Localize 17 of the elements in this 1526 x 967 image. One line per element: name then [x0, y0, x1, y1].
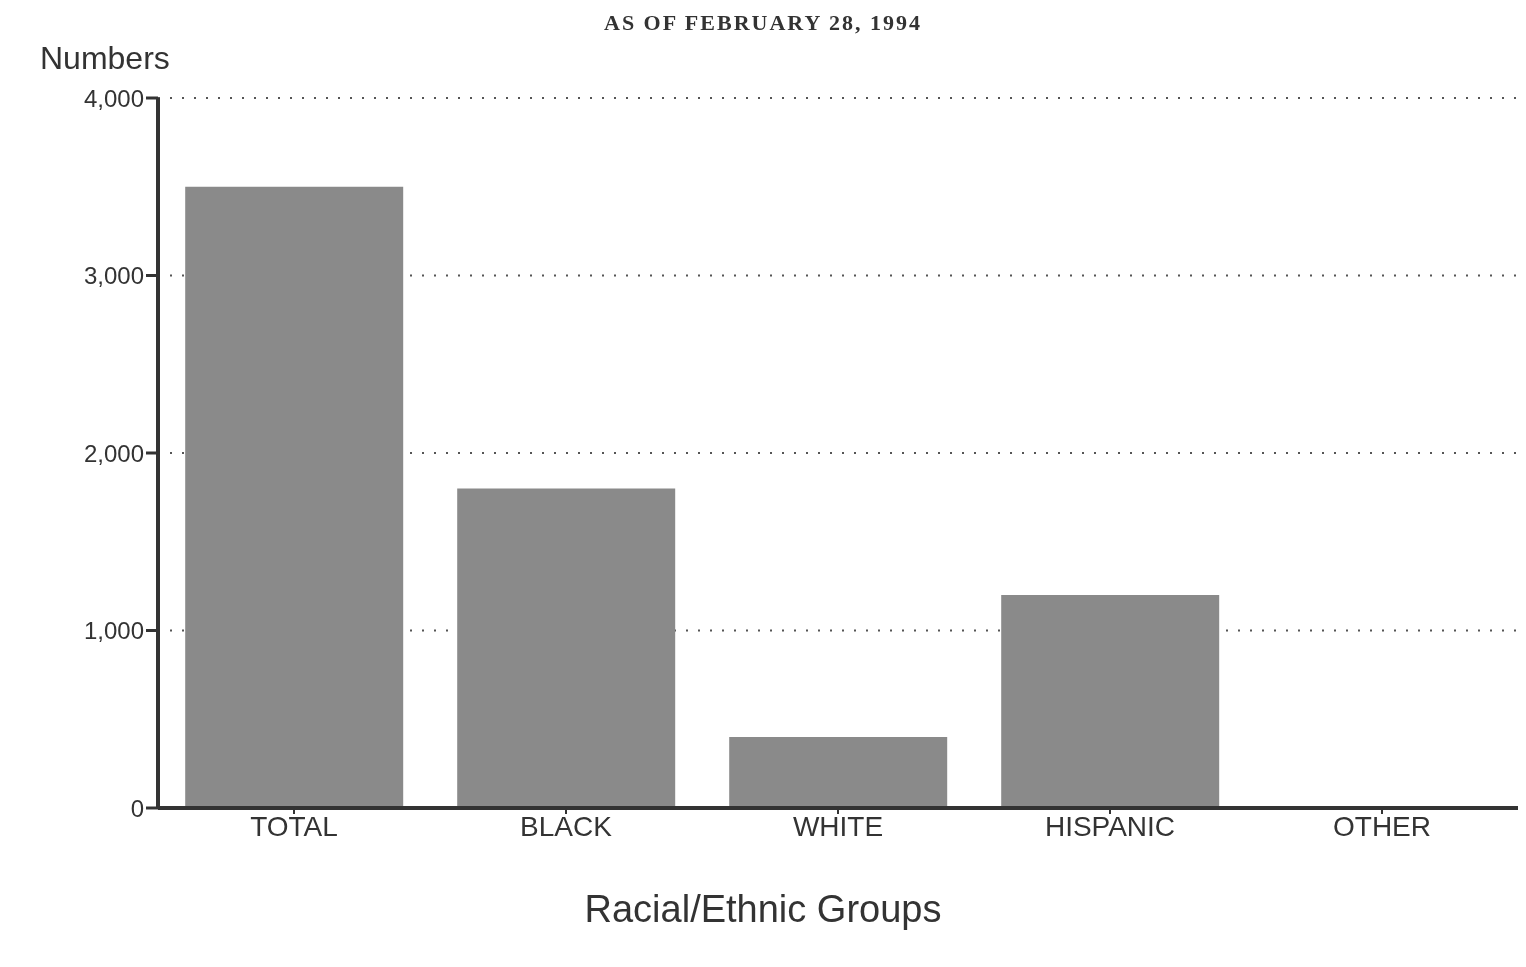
y-tick-label: 2,000: [83, 439, 144, 467]
y-axis-title: Numbers: [40, 40, 170, 77]
x-tick-label: TOTAL: [250, 810, 338, 842]
bar: [729, 737, 948, 808]
bar: [1001, 595, 1220, 808]
chart-title: AS OF FEBRUARY 28, 1994: [603, 9, 923, 36]
y-tick-label: 0: [130, 794, 144, 822]
y-tick-label: 3,000: [83, 262, 144, 290]
y-tick-label: 4,000: [83, 84, 144, 112]
bar: [185, 186, 404, 808]
x-tick-label: WHITE: [792, 810, 884, 842]
x-axis-title: Racial/Ethnic Groups: [583, 888, 943, 931]
x-tick-label: BLACK: [520, 810, 613, 842]
bar: [457, 488, 676, 808]
x-tick-label: OTHER: [1333, 810, 1431, 842]
x-tick-label: HISPANIC: [1044, 810, 1176, 842]
y-tick-label: 1,000: [83, 617, 144, 645]
